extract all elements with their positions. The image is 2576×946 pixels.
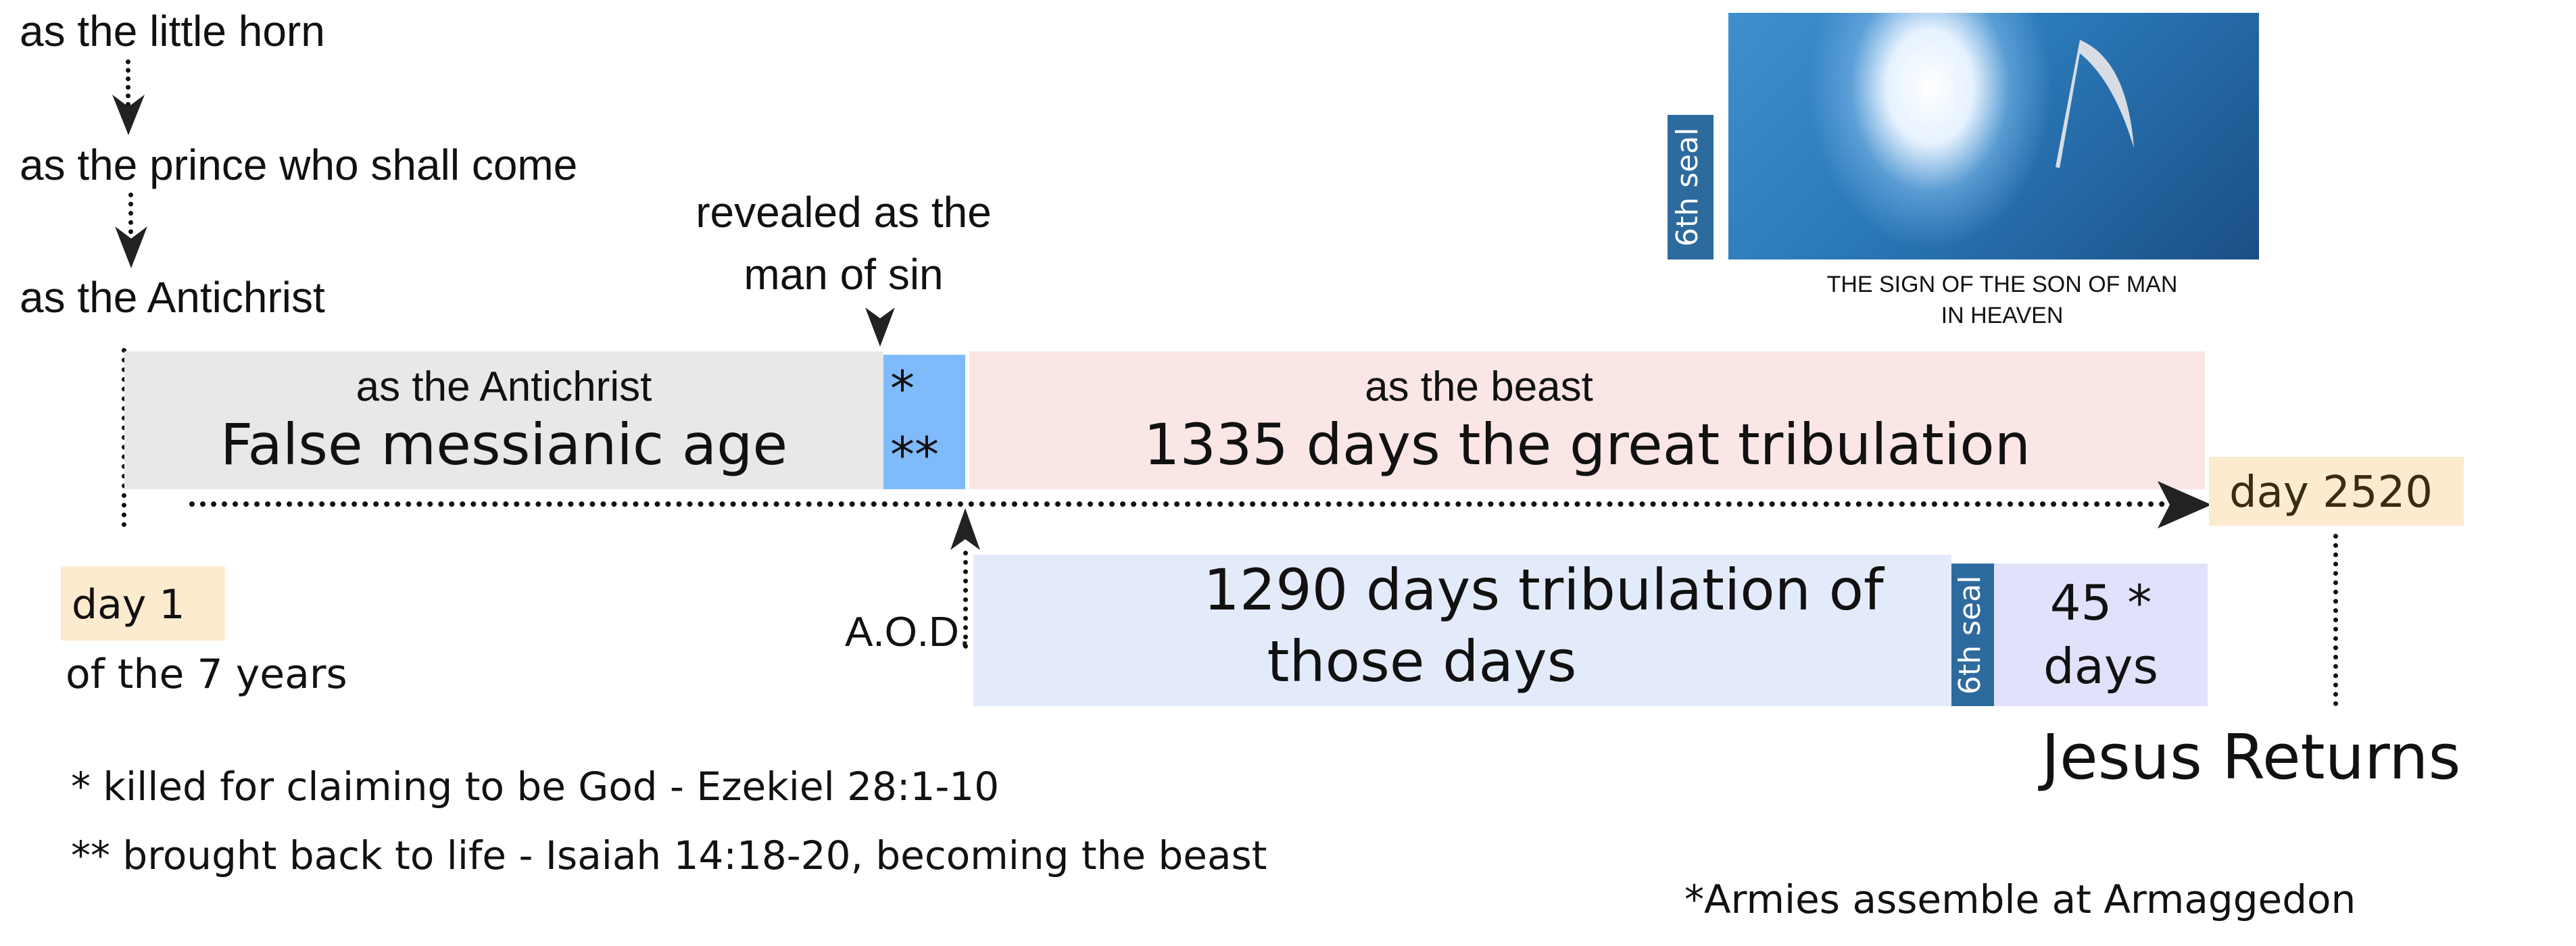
sign-caption: THE SIGN OF THE SON OF MAN IN HEAVEN [1728, 273, 2276, 327]
jesus-returns-label: Jesus Returns [2041, 721, 2461, 793]
caption-line2: IN HEAVEN [1941, 303, 2064, 328]
single-asterisk: * [890, 360, 915, 417]
sixth-seal-tag-label: 6th seal [1670, 127, 1705, 247]
tribulation-1290-bar: 1290 days tribulation of those days [973, 555, 1951, 706]
false-messianic-age-bar: as the Antichrist False messianic age [124, 351, 883, 489]
dotted-connector [128, 193, 133, 243]
sixth-seal-marker: 6th seal [1951, 564, 1994, 706]
day-2520-label: day 2520 [2229, 468, 2433, 518]
arrow-up-icon [950, 508, 980, 550]
bar-subtitle: as the beast [1365, 364, 1593, 410]
footnote-1: * killed for claiming to be God - Ezekie… [71, 764, 1000, 810]
return-marker-line [2333, 534, 2338, 706]
revealed-line1: revealed as the [696, 188, 992, 236]
bar-subtitle: as the Antichrist [356, 364, 652, 410]
stage-little-horn: as the little horn [20, 7, 325, 55]
sixth-seal-label: 6th seal [1953, 575, 1987, 695]
dotted-connector [126, 59, 130, 107]
bar-title: False messianic age [220, 412, 788, 478]
stage-prince: as the prince who shall come [20, 141, 578, 189]
bar-line1: 1290 days tribulation of [1203, 557, 1884, 623]
bar-title: 1335 days the great tribulation [1144, 412, 2031, 478]
arrow-right-icon [2158, 481, 2212, 528]
double-asterisk: ** [890, 426, 939, 483]
day-1-label: day 1 [72, 581, 185, 628]
day1-marker-line [122, 348, 126, 527]
caption-line1: THE SIGN OF THE SON OF MAN [1826, 272, 2178, 297]
bar-line2: days [2043, 638, 2158, 695]
footnote-2: ** brought back to life - Isaiah 14:18-2… [71, 832, 1267, 878]
bar-line1: 45 * [2049, 574, 2152, 631]
days-45-bar: 45 * days [1994, 564, 2208, 706]
day-2520-badge: day 2520 [2209, 457, 2464, 526]
revealed-line2: man of sin [744, 250, 944, 299]
footnote-3: *Armies assemble at Armaggedon [1684, 876, 2356, 922]
sickle-icon [2056, 40, 2134, 168]
marker-bar: * ** [883, 355, 965, 489]
bar-line2: those days [1267, 628, 1577, 695]
aod-marker-line [963, 551, 968, 649]
great-tribulation-bar: as the beast 1335 days the great tribula… [969, 351, 2205, 489]
sign-of-son-of-man-image [1728, 13, 2259, 259]
day-1-subtitle: of the 7 years [66, 651, 347, 698]
stage-antichrist: as the Antichrist [20, 273, 325, 322]
sixth-seal-tag: 6th seal [1668, 115, 1714, 259]
timeline-line [189, 501, 2177, 507]
arrow-down-icon [865, 307, 895, 347]
arrow-down-icon [115, 226, 147, 268]
revealed-label: revealed as the man of sin [668, 191, 1019, 296]
arrow-down-icon [112, 95, 145, 135]
day-1-badge: day 1 [61, 566, 225, 641]
